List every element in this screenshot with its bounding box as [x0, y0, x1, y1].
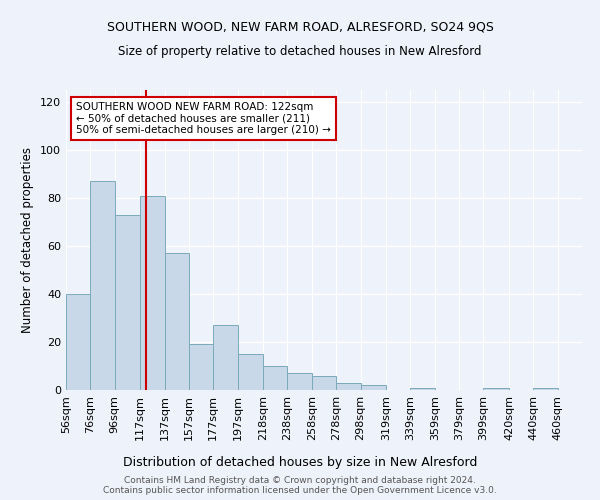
- Bar: [213, 325, 238, 390]
- Bar: [410, 388, 435, 390]
- Text: SOUTHERN WOOD, NEW FARM ROAD, ALRESFORD, SO24 9QS: SOUTHERN WOOD, NEW FARM ROAD, ALRESFORD,…: [107, 20, 493, 33]
- Bar: [361, 385, 386, 390]
- Text: Size of property relative to detached houses in New Alresford: Size of property relative to detached ho…: [118, 45, 482, 58]
- Text: Contains public sector information licensed under the Open Government Licence v3: Contains public sector information licen…: [103, 486, 497, 495]
- Bar: [263, 366, 287, 390]
- Text: Contains HM Land Registry data © Crown copyright and database right 2024.: Contains HM Land Registry data © Crown c…: [124, 476, 476, 485]
- Bar: [287, 373, 312, 390]
- Bar: [140, 196, 164, 390]
- Bar: [66, 294, 91, 390]
- Bar: [164, 253, 189, 390]
- Bar: [238, 354, 263, 390]
- Bar: [312, 376, 336, 390]
- Bar: [533, 388, 557, 390]
- Bar: [91, 181, 115, 390]
- Y-axis label: Number of detached properties: Number of detached properties: [22, 147, 34, 333]
- Bar: [115, 215, 140, 390]
- Bar: [484, 388, 509, 390]
- Text: Distribution of detached houses by size in New Alresford: Distribution of detached houses by size …: [123, 456, 477, 469]
- Text: SOUTHERN WOOD NEW FARM ROAD: 122sqm
← 50% of detached houses are smaller (211)
5: SOUTHERN WOOD NEW FARM ROAD: 122sqm ← 50…: [76, 102, 331, 135]
- Bar: [189, 344, 213, 390]
- Bar: [336, 383, 361, 390]
